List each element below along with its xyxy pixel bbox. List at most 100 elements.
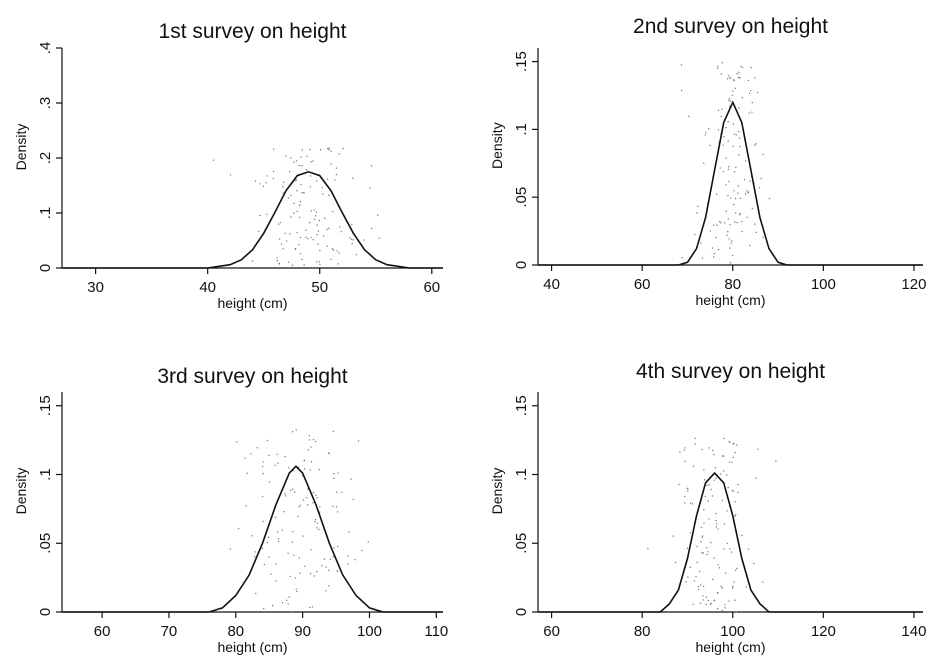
density-dot bbox=[322, 235, 325, 237]
density-dot bbox=[696, 212, 698, 214]
density-dot bbox=[363, 239, 365, 241]
density-dot bbox=[753, 562, 755, 565]
x-axis-label: height (cm) bbox=[217, 639, 287, 655]
density-dot bbox=[680, 64, 683, 66]
density-dot bbox=[715, 519, 717, 522]
density-dot bbox=[705, 603, 707, 606]
density-dot bbox=[271, 604, 274, 607]
density-dot bbox=[727, 120, 729, 123]
density-dot bbox=[250, 453, 252, 455]
density-dot bbox=[704, 495, 707, 498]
density-dot bbox=[746, 190, 748, 192]
density-dot bbox=[762, 236, 764, 239]
density-dot bbox=[294, 577, 297, 579]
density-dot bbox=[326, 228, 328, 231]
density-dot bbox=[325, 566, 327, 568]
density-dot bbox=[674, 561, 677, 564]
density-dot bbox=[237, 527, 240, 530]
density-dot bbox=[340, 231, 342, 233]
density-dot bbox=[298, 506, 300, 508]
density-dot bbox=[713, 479, 716, 481]
density-dot bbox=[715, 193, 718, 196]
density-dot bbox=[703, 522, 705, 524]
density-dot bbox=[715, 477, 717, 479]
density-dot bbox=[318, 468, 320, 471]
density-curve bbox=[62, 170, 443, 269]
y-tick-label: .05 bbox=[37, 533, 54, 554]
density-dot bbox=[272, 170, 275, 173]
density-dot bbox=[302, 499, 305, 501]
y-tick-label: .1 bbox=[37, 207, 54, 220]
density-dot bbox=[707, 599, 710, 602]
density-dot bbox=[720, 473, 722, 475]
density-dot bbox=[312, 492, 315, 494]
density-dot bbox=[722, 170, 725, 173]
density-dot bbox=[683, 495, 686, 498]
y-tick-label: .05 bbox=[513, 533, 530, 554]
density-dot bbox=[729, 197, 732, 199]
density-dot bbox=[734, 451, 736, 454]
density-dot bbox=[350, 238, 353, 241]
density-dot bbox=[745, 586, 748, 588]
density-dot bbox=[720, 222, 722, 224]
density-curve bbox=[538, 100, 923, 266]
x-tick-label: 90 bbox=[294, 623, 311, 640]
x-tick-label: 110 bbox=[424, 623, 448, 640]
density-dot bbox=[272, 177, 275, 180]
density-dot bbox=[728, 600, 730, 602]
density-dot bbox=[295, 179, 298, 181]
density-dot bbox=[314, 520, 316, 523]
density-dot bbox=[303, 264, 305, 266]
density-dot bbox=[749, 244, 751, 247]
density-dot bbox=[754, 223, 756, 225]
density-dot bbox=[694, 233, 696, 236]
density-dot bbox=[290, 216, 292, 218]
density-dot bbox=[245, 505, 247, 507]
density-dot bbox=[262, 472, 264, 475]
density-dot bbox=[734, 501, 737, 503]
density-dot bbox=[724, 222, 726, 224]
density-dot bbox=[711, 495, 714, 497]
density-dot bbox=[288, 596, 290, 598]
density-dot bbox=[276, 453, 278, 456]
density-dot bbox=[307, 449, 310, 451]
density-dot bbox=[315, 494, 317, 496]
density-dot bbox=[333, 477, 335, 480]
density-dot bbox=[299, 201, 302, 203]
density-dot bbox=[331, 248, 334, 250]
density-dot bbox=[272, 148, 275, 150]
density-dot bbox=[287, 603, 289, 605]
density-dot bbox=[316, 522, 319, 524]
density-dot bbox=[310, 461, 313, 463]
y-tick-label: 0 bbox=[37, 608, 54, 616]
density-dot bbox=[737, 483, 739, 486]
density-dot bbox=[265, 181, 267, 184]
density-dot bbox=[740, 220, 743, 223]
density-dot bbox=[699, 602, 702, 604]
density-dot bbox=[352, 498, 354, 501]
density-dot bbox=[324, 217, 326, 220]
density-dot bbox=[298, 216, 301, 219]
density-dot bbox=[289, 233, 291, 235]
density-dot bbox=[728, 238, 730, 240]
histogram-dots bbox=[212, 147, 382, 269]
density-dot bbox=[316, 224, 318, 226]
density-dot bbox=[321, 564, 323, 567]
y-tick-label: .4 bbox=[37, 42, 54, 55]
density-dot bbox=[284, 493, 286, 495]
density-dot bbox=[317, 230, 320, 232]
density-dot bbox=[717, 592, 719, 594]
density-dot bbox=[276, 257, 278, 259]
density-dot bbox=[703, 469, 705, 471]
density-dot bbox=[261, 495, 264, 498]
density-dot bbox=[726, 542, 728, 545]
density-dot bbox=[727, 486, 729, 489]
density-dot bbox=[700, 526, 703, 529]
density-dot bbox=[338, 153, 340, 155]
density-dot bbox=[755, 477, 757, 479]
density-dot bbox=[709, 144, 711, 147]
chart-panel-3: 3rd survey on height 60 70 80 90 100 110 0 .05 .1… bbox=[13, 365, 448, 655]
density-dot bbox=[292, 488, 294, 490]
density-dot bbox=[748, 92, 751, 95]
density-dot bbox=[328, 569, 330, 572]
